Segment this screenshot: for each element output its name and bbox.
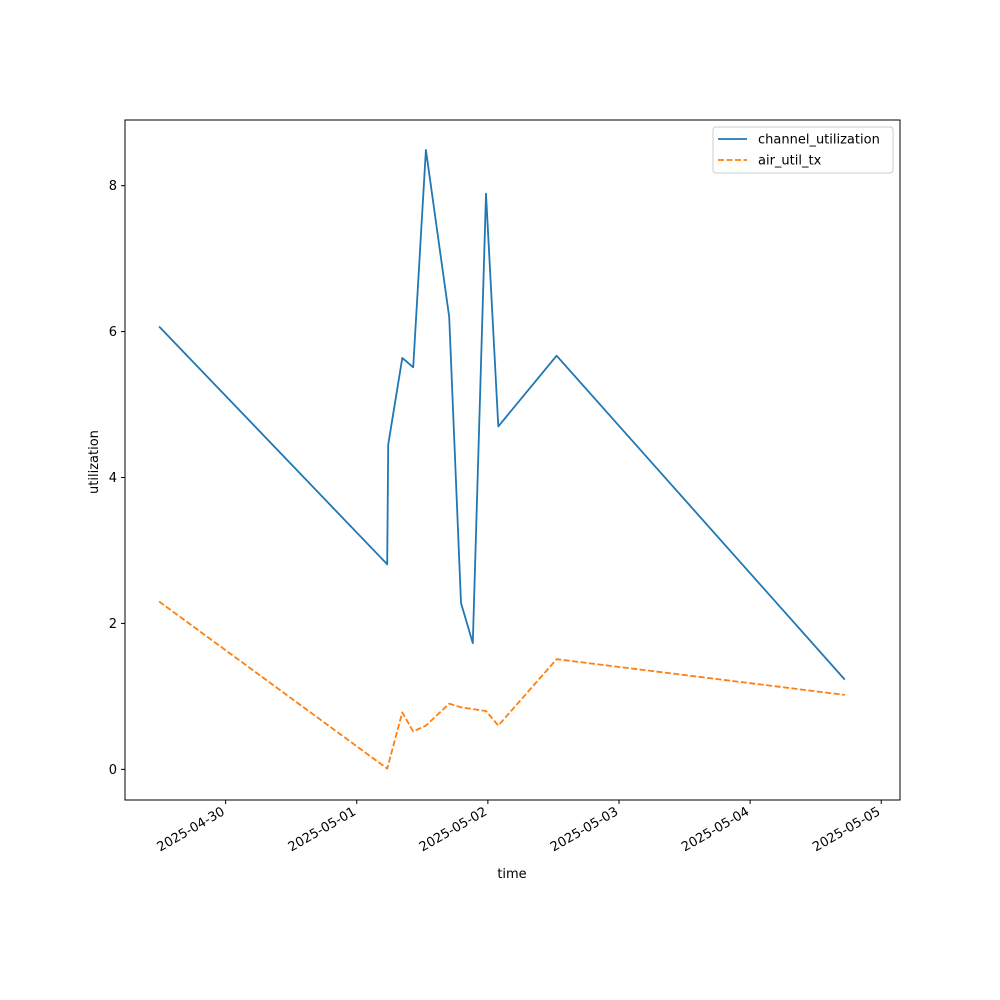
x-axis-label: time bbox=[497, 867, 526, 882]
y-axis-label: utilization bbox=[87, 430, 102, 494]
plot-layer bbox=[158, 148, 846, 770]
legend-label: air_util_tx bbox=[758, 154, 822, 169]
legend-box bbox=[712, 126, 894, 174]
legend-label: channel_utilization bbox=[758, 133, 880, 148]
series-line-channel-utilization bbox=[158, 148, 846, 681]
y-tick-label: 2 bbox=[109, 617, 117, 632]
y-tick-label: 8 bbox=[109, 179, 117, 194]
legend: channel_utilization air_util_tx bbox=[712, 126, 894, 174]
series-line-air-util-tx bbox=[158, 600, 845, 770]
y-tick-label: 6 bbox=[109, 325, 117, 340]
plot-frame bbox=[124, 119, 901, 801]
y-tick-label: 0 bbox=[109, 763, 117, 778]
y-tick-label: 4 bbox=[109, 471, 117, 486]
